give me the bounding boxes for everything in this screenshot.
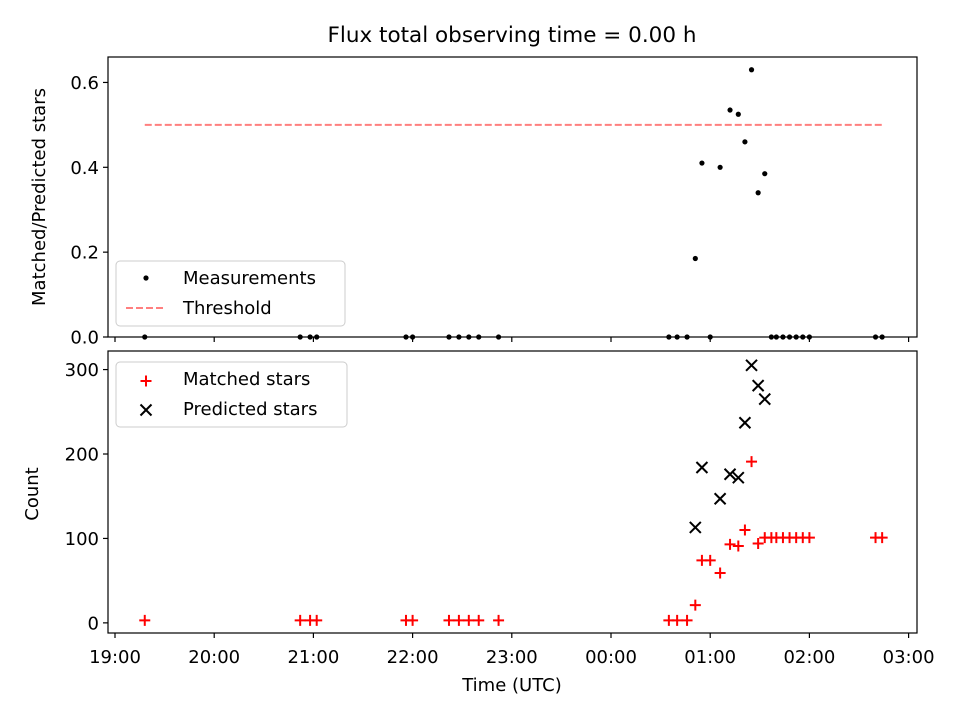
legend-predicted-marker: [139, 403, 153, 417]
matched-star-point: [724, 538, 736, 550]
bottom-legend-box: [115, 361, 348, 428]
measurement-point: [699, 160, 705, 166]
x-tick-label: 20:00: [188, 647, 240, 668]
matched-star-point: [443, 614, 455, 626]
predicted-star-point: [723, 468, 737, 481]
legend-matched-label: Matched stars: [183, 369, 310, 390]
matched-star-point: [739, 524, 751, 536]
matched-star-point: [752, 538, 764, 550]
matched-star-point: [689, 599, 701, 611]
matched-star-point: [714, 567, 726, 579]
predicted-star-point: [689, 521, 702, 534]
matched-star-point: [704, 554, 716, 566]
x-tick-label: 02:00: [783, 647, 835, 668]
legend-predicted-label: Predicted stars: [183, 399, 317, 420]
matched-star-point: [681, 614, 693, 626]
legend-threshold-label: Threshold: [182, 298, 272, 319]
bottom-legend: Matched stars Predicted stars: [115, 361, 348, 428]
matched-star-point: [311, 614, 323, 626]
measurement-point: [748, 67, 755, 73]
top-y-tick-label: 0.6: [70, 73, 99, 94]
measurement-point: [755, 190, 761, 196]
chart-title: Flux total observing time = 0.00 h: [328, 23, 697, 48]
bottom-data-marks: [139, 359, 888, 626]
x-tick-label: 01:00: [684, 647, 736, 668]
x-tick-label: 19:00: [89, 647, 141, 668]
matched-star-point: [876, 532, 888, 544]
legend-matched-marker: [140, 375, 152, 387]
x-tick-label: 03:00: [883, 647, 935, 668]
matched-star-point: [473, 614, 485, 626]
bottom-axis-ticks: 0 100 200 300 19:00 20:00 21:00 22:00 23:00 00:00…: [65, 360, 935, 668]
matched-star-point: [463, 614, 475, 626]
measurement-point: [742, 139, 748, 145]
predicted-star-point: [732, 471, 745, 484]
matched-star-point: [732, 540, 744, 552]
legend-measurements-marker: [143, 275, 149, 281]
star-count-panel: Count Time (UTC) 0 100 200 300 19:00 20:00 21:…: [22, 350, 935, 696]
bottom-y-tick-label: 300: [65, 360, 99, 381]
measurement-point: [735, 111, 741, 117]
x-axis-label: Time (UTC): [461, 675, 562, 696]
measurement-point: [762, 171, 768, 177]
matched-star-point: [407, 614, 419, 626]
bottom-y-tick-label: 200: [65, 445, 99, 466]
predicted-star-point: [738, 416, 752, 429]
measurement-point: [727, 107, 733, 113]
measurement-point: [692, 255, 698, 262]
top-y-tick-label: 0.4: [70, 158, 99, 179]
matched-star-point: [139, 614, 151, 626]
x-tick-label: 00:00: [585, 647, 637, 668]
legend-measurements-label: Measurements: [183, 268, 316, 289]
x-tick-label: 21:00: [287, 647, 339, 668]
top-legend: Measurements Threshold: [115, 260, 346, 327]
flux-ratio-panel: Flux total observing time = 0.00 h Match…: [29, 23, 918, 349]
matched-star-point: [803, 532, 815, 544]
predicted-star-point: [695, 461, 709, 474]
top-y-tick-label: 0.2: [70, 243, 99, 264]
top-y-axis-label: Matched/Predicted stars: [29, 88, 50, 306]
matched-star-point: [294, 614, 306, 626]
predicted-star-point: [745, 359, 758, 372]
predicted-star-point: [751, 379, 765, 392]
matched-star-point: [493, 614, 505, 626]
bottom-y-axis-label: Count: [22, 467, 43, 520]
predicted-star-point: [758, 392, 771, 406]
matched-star-point: [453, 614, 465, 626]
measurement-point: [717, 164, 723, 170]
matched-star-point: [671, 614, 683, 626]
predicted-star-point: [713, 492, 727, 505]
bottom-y-tick-label: 0: [88, 613, 99, 634]
top-axes-frame: [107, 56, 918, 338]
matched-star-point: [746, 456, 758, 468]
bottom-axes-frame: [107, 350, 918, 634]
x-tick-label: 23:00: [486, 647, 538, 668]
top-y-tick-label: 0.0: [70, 328, 99, 349]
top-legend-box: [115, 260, 346, 327]
bottom-y-tick-label: 100: [65, 529, 99, 550]
x-tick-label: 22:00: [387, 647, 439, 668]
